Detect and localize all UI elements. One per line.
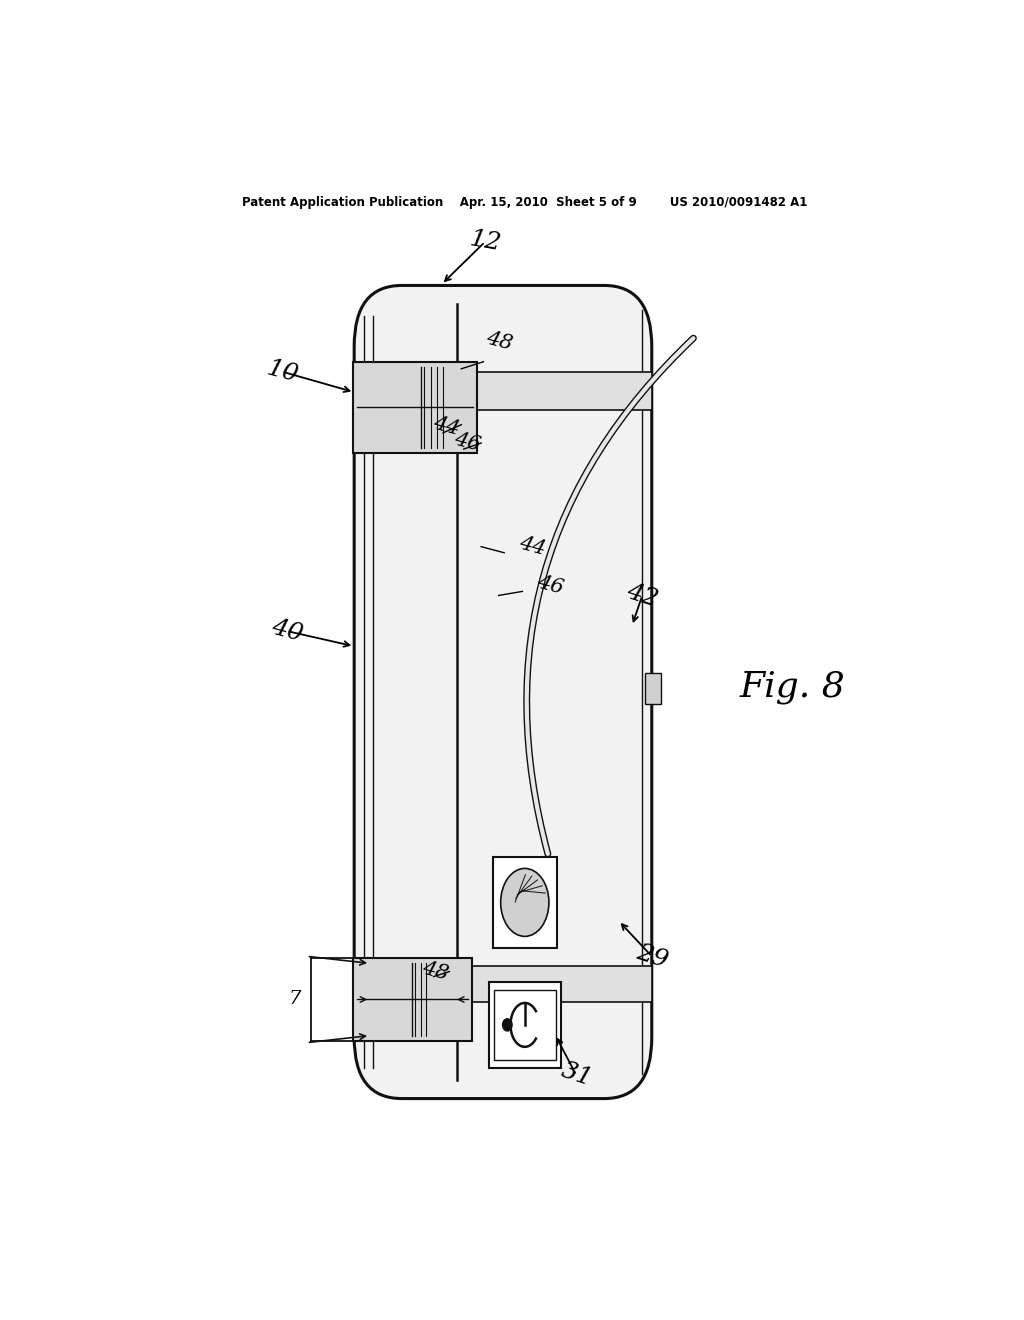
Text: 12: 12 bbox=[468, 227, 503, 256]
Text: 29: 29 bbox=[633, 940, 671, 972]
Text: 48: 48 bbox=[420, 958, 451, 983]
Text: Fig. 8: Fig. 8 bbox=[739, 671, 845, 704]
Text: 46: 46 bbox=[536, 572, 565, 598]
Bar bbox=[494, 857, 557, 948]
Text: 44: 44 bbox=[517, 533, 548, 558]
Circle shape bbox=[503, 1019, 512, 1031]
Bar bbox=[645, 673, 662, 704]
Text: 44: 44 bbox=[431, 413, 462, 438]
Text: 7: 7 bbox=[289, 990, 301, 1008]
Bar bbox=[494, 990, 556, 1060]
Text: 46: 46 bbox=[452, 430, 482, 455]
Bar bbox=[354, 372, 652, 411]
Text: 40: 40 bbox=[268, 616, 305, 647]
Text: 42: 42 bbox=[624, 579, 660, 611]
Bar bbox=[489, 982, 560, 1068]
Text: 10: 10 bbox=[264, 356, 301, 387]
Bar bbox=[354, 966, 652, 1002]
Bar bbox=[352, 958, 472, 1040]
Text: 48: 48 bbox=[483, 329, 514, 354]
FancyBboxPatch shape bbox=[354, 285, 652, 1098]
Text: Patent Application Publication    Apr. 15, 2010  Sheet 5 of 9        US 2010/009: Patent Application Publication Apr. 15, … bbox=[242, 195, 808, 209]
Ellipse shape bbox=[501, 869, 549, 936]
Bar bbox=[352, 362, 477, 453]
Text: 31: 31 bbox=[558, 1060, 595, 1092]
